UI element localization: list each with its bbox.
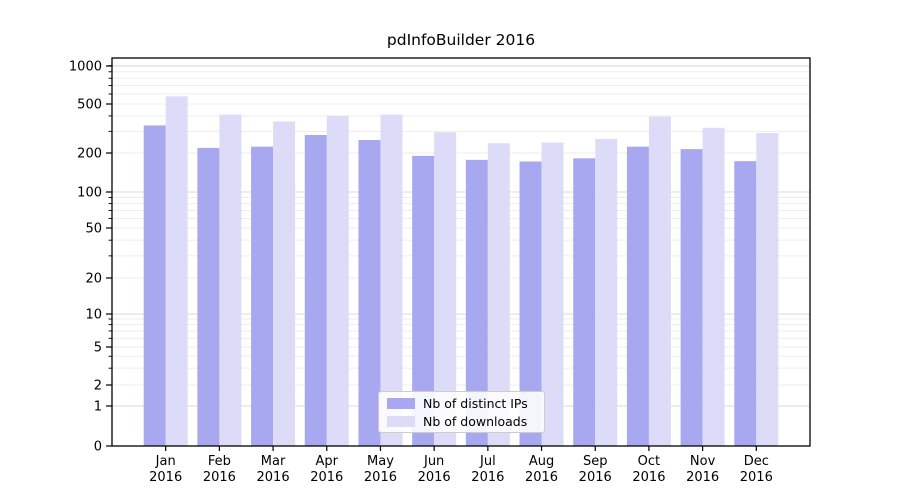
x-tick-label-month: Apr — [316, 454, 339, 469]
bar-downloads-oct — [648, 116, 671, 447]
x-tick-label-year: 2016 — [418, 470, 451, 485]
bar-distinct-ips-oct — [626, 146, 649, 446]
y-tick-label: 50 — [85, 222, 102, 237]
plot-frame — [111, 57, 811, 447]
y-tick-label: 5 — [94, 341, 102, 356]
legend-swatch-distinct-ips — [387, 397, 415, 409]
bar-downloads-nov — [702, 127, 725, 447]
legend-entry-downloads: Nb of downloads — [387, 414, 536, 429]
bar-downloads-apr — [326, 115, 349, 447]
x-tick-label-month: Jun — [423, 454, 444, 469]
bar-distinct-ips-apr — [304, 135, 327, 446]
y-tick-label: 0 — [94, 440, 102, 455]
legend-entry-distinct-ips: Nb of distinct IPs — [387, 396, 536, 411]
y-tick-label: 500 — [77, 98, 102, 113]
y-tick-label: 20 — [85, 272, 102, 287]
bar-distinct-ips-may — [358, 140, 381, 446]
y-tick-label: 10 — [85, 308, 102, 323]
y-tick-label: 200 — [77, 147, 102, 162]
x-tick-label-month: Dec — [744, 454, 769, 469]
bar-downloads-jan — [165, 96, 188, 446]
x-tick-label-month: Jan — [155, 454, 176, 469]
y-tick-label: 1000 — [69, 60, 102, 75]
x-tick-label-year: 2016 — [740, 470, 773, 485]
x-tick-label-year: 2016 — [632, 470, 665, 485]
bar-distinct-ips-jan — [143, 125, 166, 446]
bar-distinct-ips-dec — [734, 161, 757, 446]
y-tick-label: 2 — [94, 379, 102, 394]
x-tick-label-month: May — [367, 454, 394, 469]
x-tick-label-month: Aug — [529, 454, 554, 469]
x-tick-label-year: 2016 — [579, 470, 612, 485]
x-tick-label-year: 2016 — [149, 470, 182, 485]
bar-downloads-sep — [595, 138, 618, 447]
bar-distinct-ips-mar — [251, 146, 274, 446]
y-tick-label: 100 — [77, 186, 102, 201]
x-tick-label-month: Oct — [638, 454, 660, 469]
x-tick-label-year: 2016 — [310, 470, 343, 485]
bar-downloads-jul — [487, 143, 510, 446]
bar-downloads-feb — [219, 114, 242, 446]
bar-distinct-ips-jun — [412, 155, 435, 446]
bar-downloads-aug — [541, 142, 564, 447]
x-tick-label-year: 2016 — [686, 470, 719, 485]
chart-title: pdInfoBuilder 2016 — [386, 31, 536, 49]
x-tick-label-year: 2016 — [471, 470, 504, 485]
x-tick-label-year: 2016 — [203, 470, 236, 485]
bar-distinct-ips-aug — [519, 161, 542, 446]
x-tick-label-month: Feb — [208, 454, 231, 469]
bar-downloads-jun — [434, 132, 457, 446]
x-tick-label-year: 2016 — [525, 470, 558, 485]
y-tick-label: 1 — [94, 400, 102, 415]
x-tick-label-month: Mar — [261, 454, 286, 469]
bar-distinct-ips-nov — [680, 149, 703, 446]
bar-downloads-mar — [273, 121, 296, 447]
legend-label-distinct-ips: Nb of distinct IPs — [423, 395, 528, 411]
legend-label-downloads: Nb of downloads — [423, 413, 528, 429]
x-tick-label-month: Nov — [690, 454, 716, 469]
x-tick-label-month: Sep — [583, 454, 608, 469]
bar-distinct-ips-jul — [465, 159, 488, 446]
legend: Nb of distinct IPs Nb of downloads — [378, 391, 545, 433]
bar-downloads-may — [380, 114, 403, 446]
bar-distinct-ips-feb — [197, 147, 220, 447]
bar-distinct-ips-sep — [573, 158, 596, 446]
x-tick-label-year: 2016 — [257, 470, 290, 485]
x-tick-label-year: 2016 — [364, 470, 397, 485]
bar-downloads-dec — [756, 133, 779, 446]
x-tick-label-month: Jul — [479, 454, 496, 469]
legend-swatch-downloads — [387, 415, 415, 427]
